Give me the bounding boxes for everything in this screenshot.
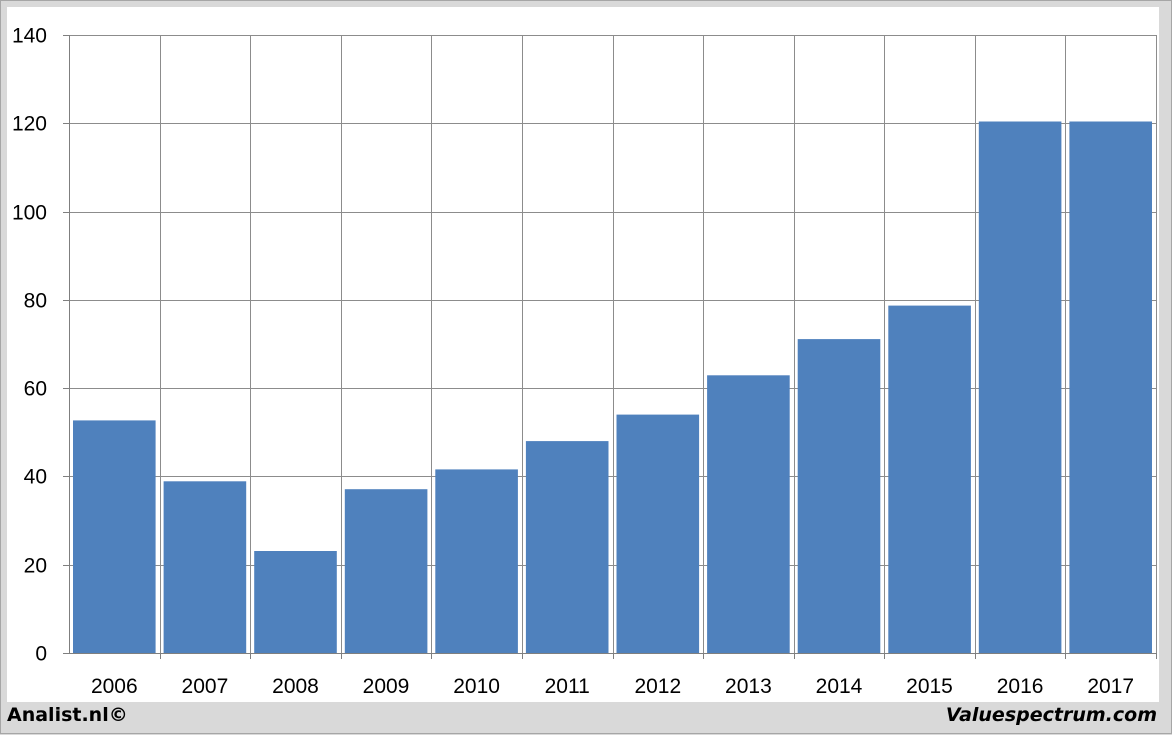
x-tick-label: 2009 bbox=[363, 675, 410, 698]
y-tick-label: 100 bbox=[12, 202, 47, 225]
y-tick-label: 80 bbox=[24, 290, 47, 313]
y-tick-label: 20 bbox=[24, 555, 47, 578]
bar-2013 bbox=[707, 375, 790, 653]
bar-2011 bbox=[525, 441, 609, 653]
footer-brand-label: Valuespectrum.com bbox=[945, 704, 1157, 726]
x-tick-label: 2011 bbox=[545, 675, 590, 698]
bar-2014 bbox=[797, 339, 881, 653]
x-tick-label: 2017 bbox=[1087, 675, 1134, 698]
tick-labels: 0 20 40 60 80 100 120 140 2006 2007 2008 2009 2010 20… bbox=[12, 25, 1134, 699]
bar-2015 bbox=[888, 305, 971, 653]
bar-2006 bbox=[73, 420, 156, 653]
bar-2007 bbox=[163, 481, 247, 653]
gridlines bbox=[69, 35, 1157, 653]
x-tick-label: 2012 bbox=[634, 675, 681, 698]
y-tick-label: 140 bbox=[12, 25, 47, 48]
x-tick-label: 2014 bbox=[816, 675, 863, 698]
y-tick-label: 40 bbox=[24, 466, 47, 489]
x-tick-label: 2008 bbox=[272, 675, 319, 698]
y-tick-label: 60 bbox=[24, 378, 47, 401]
x-tick-label: 2016 bbox=[997, 675, 1044, 698]
bar-2016 bbox=[978, 121, 1062, 653]
x-tick-label: 2006 bbox=[91, 675, 138, 698]
x-tick-label: 2007 bbox=[182, 675, 229, 698]
footer-source-label: Analist.nl© bbox=[7, 704, 128, 726]
x-tick-label: 2010 bbox=[453, 675, 500, 698]
x-tick-label: 2015 bbox=[906, 675, 953, 698]
bar-2012 bbox=[616, 414, 700, 653]
bar-2017 bbox=[1069, 121, 1152, 653]
axes bbox=[63, 35, 1157, 659]
y-tick-label: 120 bbox=[12, 113, 47, 136]
bar-2009 bbox=[344, 489, 428, 653]
x-tick-label: 2013 bbox=[725, 675, 772, 698]
bars bbox=[73, 121, 1152, 653]
y-tick-label: 0 bbox=[35, 643, 47, 666]
bar-2010 bbox=[435, 469, 518, 653]
bar-2008 bbox=[254, 551, 337, 653]
